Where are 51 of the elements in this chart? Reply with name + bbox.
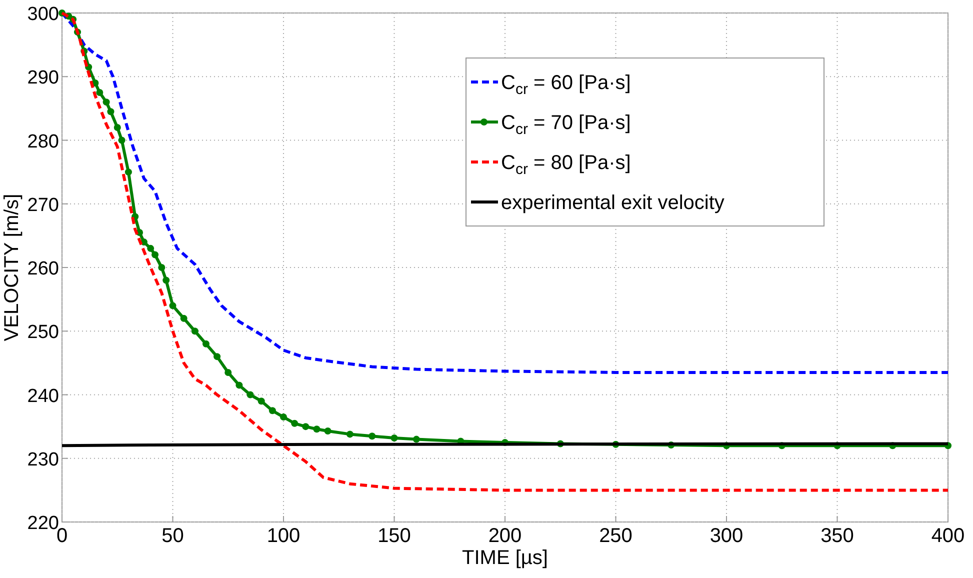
point [268, 407, 276, 414]
point [291, 420, 298, 427]
point [258, 398, 265, 405]
point [324, 428, 332, 435]
y-tick-label: 230 [27, 449, 59, 470]
x-tick-label: 350 [820, 525, 854, 547]
point [162, 276, 170, 284]
x-axis-title: TIME [µs] [462, 547, 548, 569]
y-tick-label: 240 [27, 386, 59, 407]
point [180, 314, 188, 322]
point [368, 432, 376, 440]
point [246, 391, 254, 398]
y-tick-label: 290 [27, 68, 59, 89]
point [302, 423, 310, 430]
point [412, 436, 420, 443]
y-tick-label: 250 [27, 322, 59, 344]
point [214, 353, 221, 360]
point [124, 168, 132, 176]
point [390, 434, 398, 442]
point [280, 414, 287, 421]
y-tick-label: 260 [27, 258, 59, 280]
point [147, 244, 154, 252]
x-tick-label: 100 [266, 525, 300, 547]
point [118, 136, 126, 144]
point [346, 430, 354, 438]
point [313, 426, 320, 433]
y-axis-title: VELOCITY [m/s] [1, 194, 23, 342]
point [158, 264, 166, 271]
y-tick-label: 300 [27, 4, 59, 25]
x-tick-label: 200 [488, 525, 522, 547]
point [102, 98, 110, 106]
point [169, 302, 176, 310]
point [96, 89, 104, 96]
legend-label: C$_{cr}$ = 80 [Pa·s] [501, 152, 631, 178]
y-tick-label: 270 [27, 194, 59, 216]
x-tick-label: 50 [162, 525, 184, 547]
point [224, 368, 232, 376]
legend-label: experimental exit velocity [501, 192, 724, 214]
point [191, 328, 198, 335]
point [107, 108, 114, 116]
point [236, 382, 243, 389]
point [202, 340, 210, 348]
x-tick-label: 250 [599, 525, 632, 547]
point [114, 124, 121, 132]
x-tick-label: 150 [378, 525, 411, 547]
legend-label: C$_{cr}$ = 70 [Pa·s] [501, 112, 631, 138]
x-tick-label: 400 [931, 525, 965, 547]
y-tick-label: 280 [27, 131, 59, 152]
x-tick-label: 300 [710, 525, 744, 547]
legend-label: C$_{cr}$ = 60 [Pa·s] [501, 72, 631, 98]
point [152, 251, 159, 258]
